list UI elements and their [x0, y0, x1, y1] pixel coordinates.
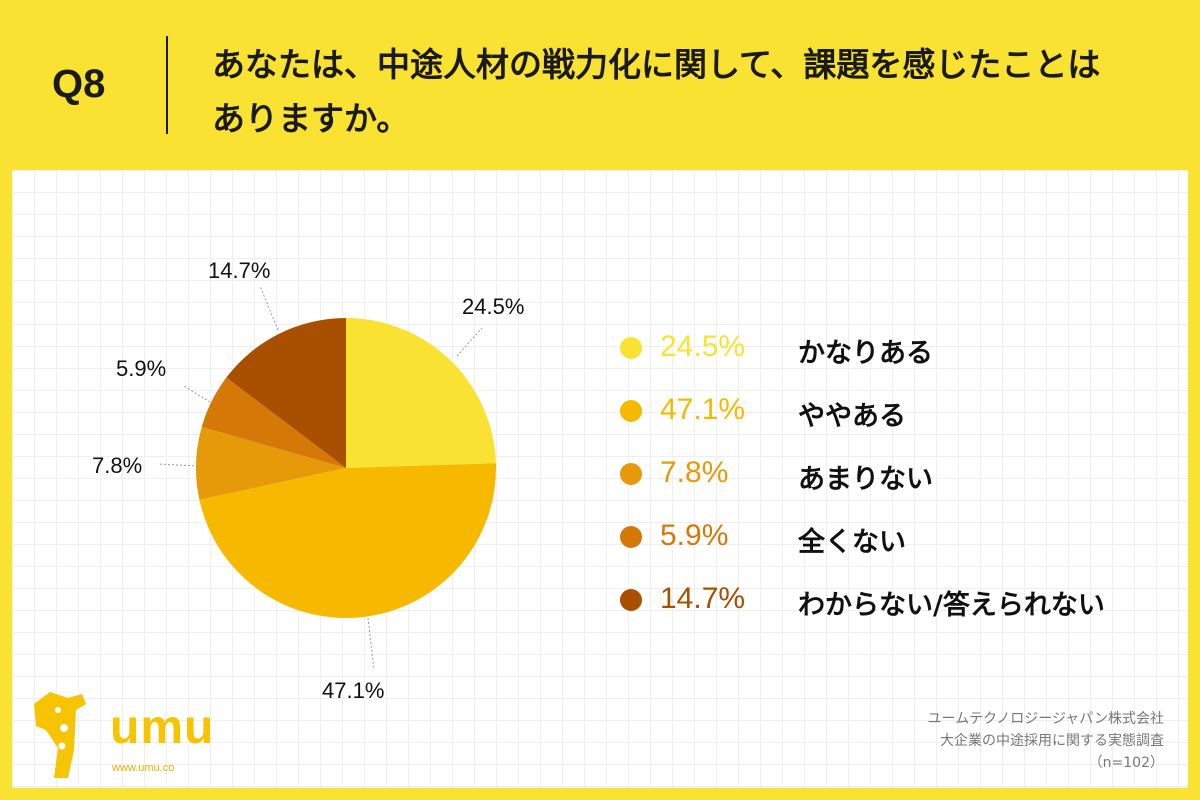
source-company: ユームテクノロジージャパン株式会社	[927, 711, 1164, 727]
question-text: あなたは、中途人材の戦力化に関して、課題を感じたことは ありますか。	[212, 38, 1172, 146]
legend-item: 14.7% わからない/答えられない	[620, 580, 1180, 621]
legend-percent: 14.7%	[660, 582, 746, 615]
legend-swatch	[620, 400, 642, 422]
legend-label: ややある	[798, 401, 906, 432]
legend-percent: 7.8%	[660, 456, 729, 489]
legend-item: 47.1% ややある	[620, 391, 1180, 432]
umu-logo: umu www.umu.co	[28, 690, 213, 780]
leader-line	[456, 327, 483, 357]
header: Q8 あなたは、中途人材の戦力化に関して、課題を感じたことは ありますか。	[0, 0, 1200, 170]
leader-line	[183, 385, 211, 403]
source-survey: 大企業の中途採用に関する実態調査	[940, 733, 1164, 749]
header-divider	[166, 36, 168, 134]
pie-percent-label: 5.9%	[116, 356, 167, 381]
legend-label: あまりない	[798, 464, 933, 495]
pie-percent-label: 7.8%	[92, 453, 143, 478]
source-sample-size: （n=102）	[1088, 755, 1164, 771]
question-line-1: あなたは、中途人材の戦力化に関して、課題を感じたことは	[212, 45, 1101, 84]
legend-item: 24.5% かなりある	[620, 328, 1180, 369]
logo-url: www.umu.co	[112, 762, 175, 774]
leader-line	[367, 617, 375, 671]
pie-slice	[201, 377, 346, 468]
legend-percent: 24.5%	[660, 330, 746, 363]
source-note: ユームテクノロジージャパン株式会社 大企業の中途採用に関する実態調査 （n=10…	[928, 708, 1164, 774]
legend-label: わからない/答えられない	[798, 590, 1105, 621]
legend-swatch	[620, 337, 642, 359]
legend-percent: 5.9%	[660, 519, 729, 552]
legend-label: かなりある	[798, 338, 933, 369]
chart-panel: 24.5% 47.1% 7.8% 5.9% 14.7% 24.5% かなりある 47.1% や…	[12, 170, 1188, 788]
pie-percent-label: 24.5%	[462, 294, 525, 319]
legend-label: 全くない	[798, 527, 906, 558]
legend-percent: 47.1%	[660, 393, 746, 426]
leader-line	[259, 285, 279, 331]
pie-percent-label: 14.7%	[208, 258, 271, 283]
legend-swatch	[620, 589, 642, 611]
giraffe-icon	[34, 692, 86, 778]
question-number: Q8	[52, 62, 106, 106]
logo-wordmark: umu	[110, 701, 215, 754]
pie-slice	[196, 427, 346, 500]
leader-line	[157, 463, 199, 467]
legend-swatch	[620, 463, 642, 485]
pie-chart	[157, 285, 496, 671]
pie-slice	[199, 463, 496, 619]
pie-percent-label: 47.1%	[322, 678, 385, 703]
legend-swatch	[620, 526, 642, 548]
legend-item: 7.8% あまりない	[620, 454, 1180, 495]
legend-item: 5.9% 全くない	[620, 517, 1180, 558]
pie-slice	[346, 318, 496, 468]
pie-slice	[226, 318, 346, 468]
question-line-2: ありますか。	[212, 99, 410, 138]
